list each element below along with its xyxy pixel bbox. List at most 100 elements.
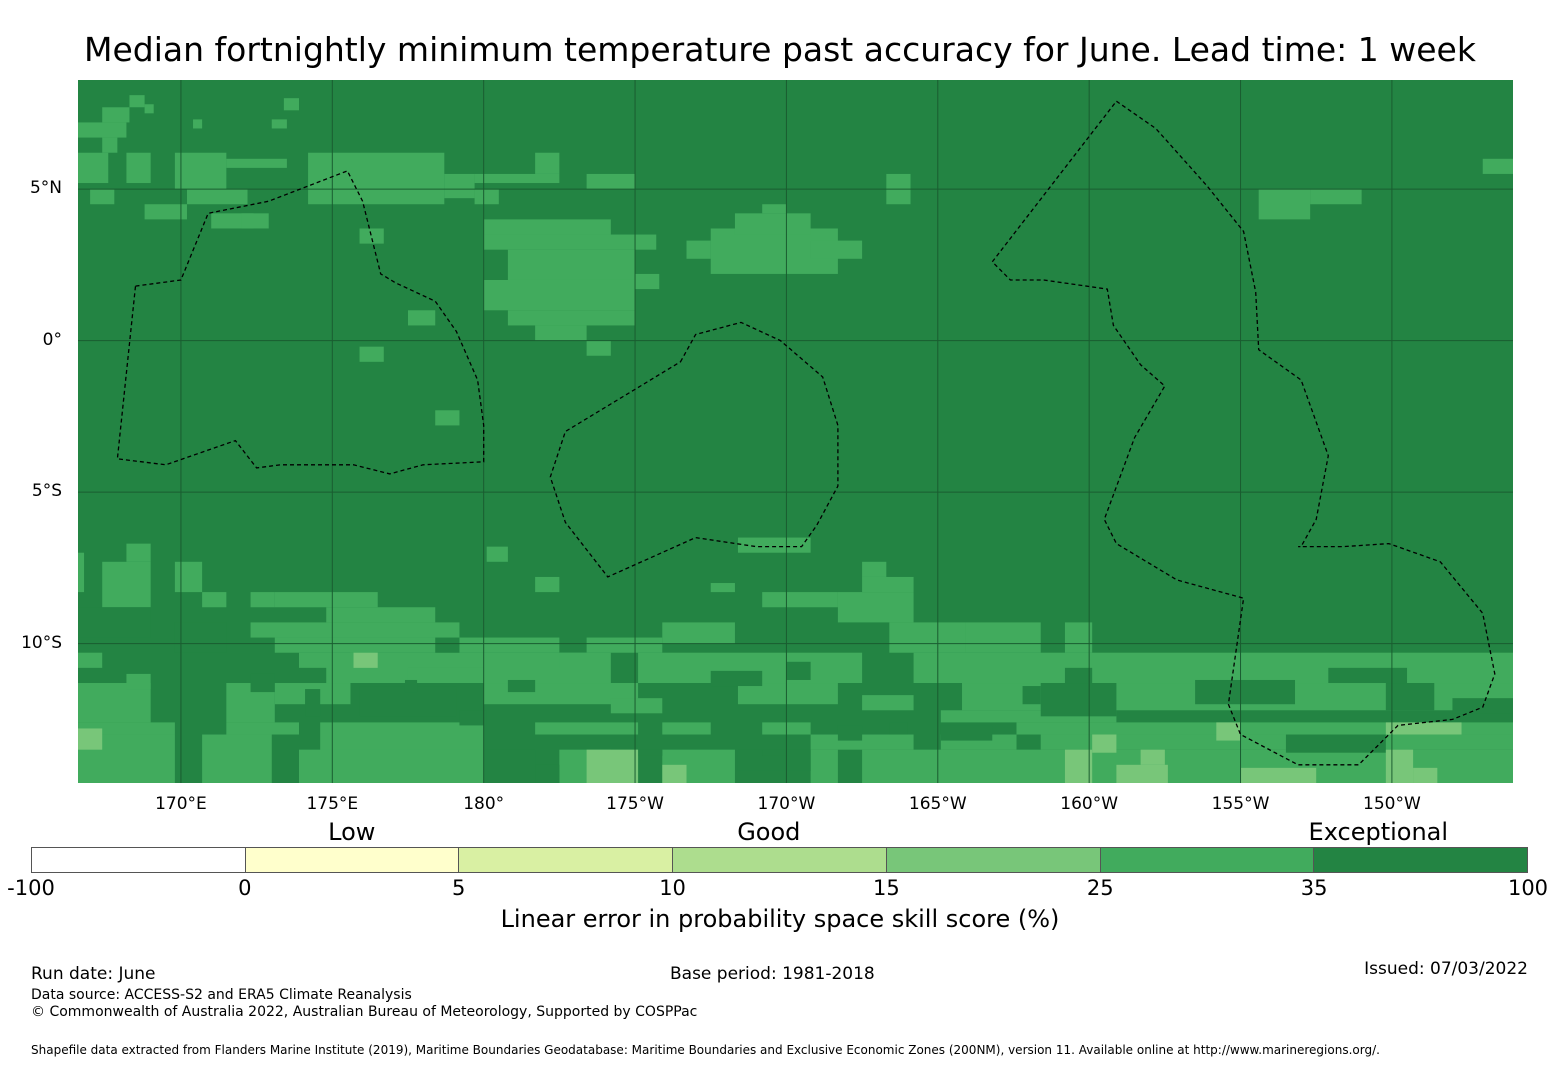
colorbar-segment [886, 848, 1101, 872]
skill-cell [837, 592, 914, 623]
lon-tick-label: 170°W [757, 794, 816, 814]
colorbar-segment [673, 848, 887, 872]
skill-cell [535, 722, 639, 735]
skill-cell [250, 673, 275, 693]
skill-cell [1216, 722, 1241, 741]
skill-cell [810, 749, 838, 783]
eez-boundary [991, 100, 1496, 766]
skill-cell [202, 592, 227, 608]
skill-cell [404, 679, 418, 693]
skill-cell [274, 592, 378, 608]
colorbar-title: Linear error in probability space skill … [500, 905, 1060, 933]
colorbar-tick-label: 5 [452, 876, 466, 900]
skill-cell [308, 152, 445, 205]
skill-cell [102, 107, 130, 123]
skill-cell [174, 152, 227, 190]
skill-cell [483, 749, 536, 783]
skill-cell [1285, 734, 1386, 753]
skill-cell [762, 204, 787, 214]
skill-cell [435, 410, 460, 426]
skill-cell [1116, 764, 1168, 783]
skill-map [78, 80, 1513, 783]
skill-cell [635, 273, 660, 290]
skill-cell [762, 592, 838, 608]
skill-cell [1064, 622, 1093, 653]
skill-cell [686, 240, 711, 259]
skill-cell [507, 310, 636, 326]
skill-cell [1328, 667, 1408, 684]
skill-cell [710, 583, 735, 593]
skill-cell [638, 749, 663, 756]
colorbar-tick-label: 0 [238, 876, 252, 900]
colorbar-tick-label: -100 [7, 876, 55, 900]
lon-tick-label: 180° [463, 794, 505, 814]
skill-cell [241, 213, 269, 229]
lat-tick-label: 5°N [29, 178, 62, 199]
skill-cell [535, 576, 560, 593]
skill-cell [274, 637, 484, 653]
skill-cell [535, 764, 560, 783]
base-period: Base period: 1981-2018 [670, 964, 875, 984]
shapefile-credit: Shapefile data extracted from Flanders M… [31, 1043, 1380, 1057]
skill-cell [1040, 683, 1117, 717]
run-date: Run date: June [31, 964, 156, 984]
skill-cell [78, 552, 85, 593]
lon-tick-label: 175°E [306, 794, 359, 814]
skill-cell [326, 607, 436, 623]
issued-date: Issued: 07/03/2022 [1364, 959, 1528, 979]
skill-cell [78, 652, 103, 668]
colorbar-tick-label: 100 [1507, 876, 1549, 900]
skill-cell [486, 546, 508, 562]
skill-cell [1240, 767, 1317, 783]
colorbar [31, 847, 1528, 873]
copyright: © Commonwealth of Australia 2022, Austra… [31, 1004, 698, 1020]
skill-cell [940, 725, 993, 741]
skill-cell [283, 98, 300, 111]
skill-cell [305, 689, 321, 717]
skill-cell [662, 722, 711, 735]
skill-cell [1258, 189, 1311, 220]
lon-tick-label: 170°E [155, 794, 207, 814]
colorbar-segment [245, 848, 460, 872]
skill-cell [186, 189, 248, 205]
lat-tick-label: 0° [42, 329, 62, 350]
lon-tick-label: 155°W [1211, 794, 1270, 814]
lat-tick-label: 5°S [31, 481, 62, 502]
skill-cell [483, 234, 657, 250]
skill-cell [762, 749, 787, 756]
lon-tick-label: 150°W [1363, 794, 1421, 814]
skill-cell [1064, 749, 1093, 783]
skill-cell [250, 592, 275, 608]
skill-cell [737, 749, 811, 771]
skill-cell [126, 543, 151, 562]
skill-cell [862, 576, 914, 593]
skill-cell [299, 667, 327, 684]
skill-cell [129, 95, 145, 108]
skill-cell [459, 710, 487, 726]
skill-cell [1482, 158, 1513, 174]
skill-cell [90, 189, 115, 205]
skill-cell [435, 637, 460, 653]
skill-cell [810, 734, 914, 750]
skill-cell [193, 119, 203, 129]
skill-cell [102, 137, 118, 153]
skill-cell [78, 152, 109, 184]
colorbar-segment [459, 848, 674, 872]
skill-cell [483, 279, 636, 311]
skill-cell [535, 152, 560, 174]
legend-category-label: Good [737, 818, 801, 846]
skill-cell [126, 673, 151, 690]
skill-cell [359, 346, 384, 362]
skill-cell [444, 173, 475, 199]
skill-cell [174, 561, 203, 593]
skill-cell [474, 189, 499, 205]
map-title: Median fortnightly minimum temperature p… [84, 30, 1476, 69]
skill-cell [586, 173, 636, 190]
skill-cell [913, 652, 1513, 684]
legend-category-label: Low [328, 818, 376, 846]
skill-cell [862, 561, 887, 577]
skill-cell [1385, 749, 1414, 783]
skill-cell [662, 622, 735, 644]
skill-cell [535, 325, 587, 341]
colorbar-segment [1314, 848, 1528, 872]
